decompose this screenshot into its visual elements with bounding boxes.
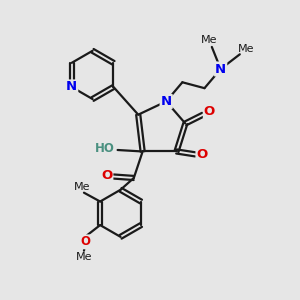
Text: O: O	[80, 236, 90, 248]
Text: N: N	[215, 62, 226, 76]
Text: O: O	[196, 148, 208, 161]
Text: N: N	[160, 95, 172, 108]
Text: HO: HO	[95, 142, 115, 155]
Text: Me: Me	[201, 35, 218, 46]
Text: N: N	[66, 80, 77, 94]
Text: Me: Me	[238, 44, 254, 54]
Text: Me: Me	[76, 252, 92, 262]
Text: O: O	[101, 169, 112, 182]
Text: Me: Me	[74, 182, 91, 192]
Text: O: O	[204, 105, 215, 118]
